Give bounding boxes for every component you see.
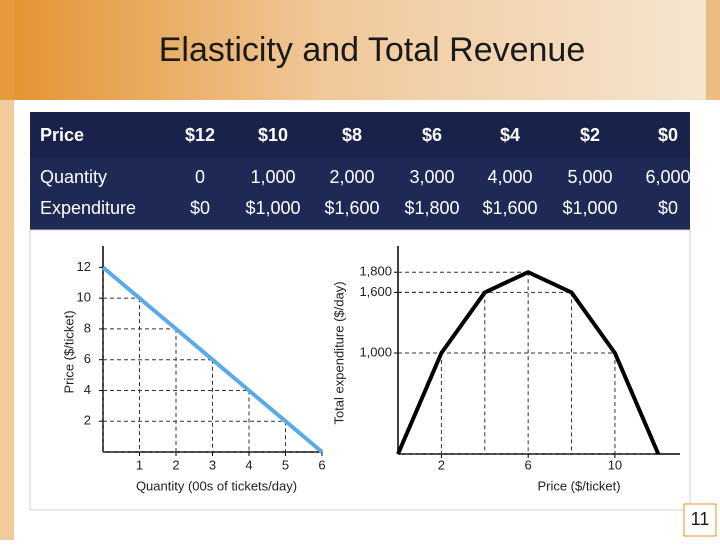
table-cell: 4,000 (487, 167, 532, 187)
table-cell: $1,000 (245, 198, 300, 218)
table-cell: $0 (658, 125, 678, 145)
table-cell: $1,800 (404, 198, 459, 218)
x-tick-label: 6 (318, 457, 325, 472)
table-cell: 1,000 (250, 167, 295, 187)
x-tick-label: 6 (525, 457, 532, 472)
y-tick-label: 6 (84, 351, 91, 366)
page-number-box (683, 503, 717, 537)
table-cell: $6 (422, 125, 442, 145)
x-tick-label: 2 (438, 457, 445, 472)
data-line (101, 265, 324, 454)
y-tick-label: 4 (84, 382, 91, 397)
row-header: Price (40, 125, 84, 145)
x-axis-title: Price ($/ticket) (537, 478, 620, 493)
table-cell: $12 (185, 125, 215, 145)
y-tick-label: 2 (84, 413, 91, 428)
y-tick-label: 1,800 (359, 264, 392, 279)
data-line (396, 270, 661, 455)
left-strip (0, 0, 14, 540)
table-cell: $1,600 (324, 198, 379, 218)
y-tick-label: 1,000 (359, 344, 392, 359)
x-tick-label: 2 (172, 457, 179, 472)
x-tick-label: 1 (136, 457, 143, 472)
table-header-row (30, 112, 690, 158)
table-cell: $2 (580, 125, 600, 145)
x-tick-label: 10 (608, 457, 622, 472)
y-axis-title: Total expenditure ($/day) (331, 281, 346, 424)
x-tick-label: 5 (282, 457, 289, 472)
y-tick-label: 1,600 (359, 284, 392, 299)
row-header: Quantity (40, 167, 107, 187)
table-cell: $0 (190, 198, 210, 218)
table-cell: $0 (658, 198, 678, 218)
table-cell: $10 (258, 125, 288, 145)
page-number: 11 (691, 509, 710, 529)
y-axis-title: Price ($/ticket) (61, 310, 76, 393)
table-cell: $1,600 (482, 198, 537, 218)
y-tick-label: 12 (77, 259, 91, 274)
y-tick-label: 10 (77, 290, 91, 305)
slide-title: Elasticity and Total Revenue (159, 31, 586, 69)
y-tick-label: 8 (84, 320, 91, 335)
table-cell: $1,000 (562, 198, 617, 218)
header-band (0, 0, 720, 100)
table-cell: 5,000 (567, 167, 612, 187)
table-cell: 6,000 (645, 167, 690, 187)
right-strip (706, 0, 720, 100)
x-axis-title: Quantity (00s of tickets/day) (136, 478, 297, 493)
table-cell: $4 (500, 125, 520, 145)
x-tick-label: 3 (209, 457, 216, 472)
table-cell: $8 (342, 125, 362, 145)
table-cell: 0 (195, 167, 205, 187)
table-cell: 2,000 (329, 167, 374, 187)
table-cell: 3,000 (409, 167, 454, 187)
x-tick-label: 4 (245, 457, 252, 472)
row-header: Expenditure (40, 198, 136, 218)
